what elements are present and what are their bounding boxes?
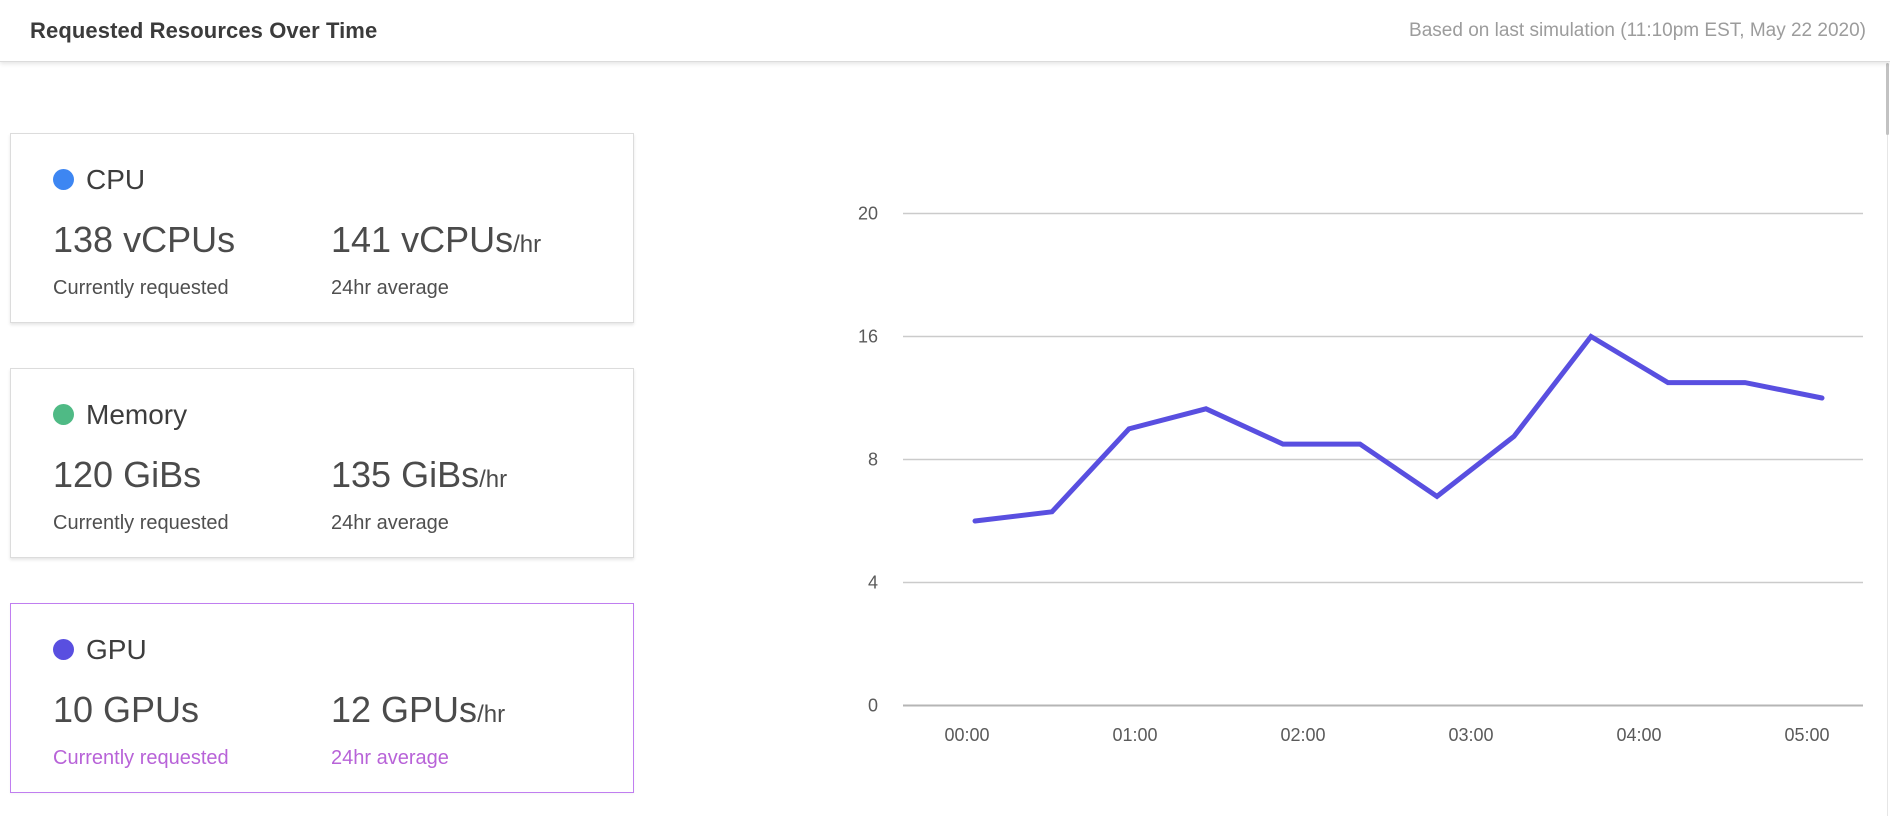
memory-average-value: 135 GiBs/hr: [331, 454, 508, 495]
card-cpu[interactable]: CPU 138 vCPUs Currently requested 141 vC…: [10, 133, 634, 323]
last-simulation-note: Based on last simulation (11:10pm EST, M…: [1409, 19, 1866, 41]
y-axis-tick-label: 8: [868, 450, 878, 470]
gpu-average-stat: 12 GPUs/hr 24hr average: [331, 689, 609, 770]
scrollbar-thumb[interactable]: [1886, 63, 1889, 135]
y-axis-tick-label: 20: [858, 204, 878, 224]
scrollbar-track[interactable]: [1887, 63, 1888, 816]
memory-average-stat: 135 GiBs/hr 24hr average: [331, 454, 609, 535]
memory-current-value: 120 GiBs: [53, 454, 202, 495]
header: Requested Resources Over Time Based on l…: [0, 0, 1890, 62]
x-axis-tick-label: 00:00: [944, 725, 989, 745]
gpu-current-label: Currently requested: [53, 747, 229, 769]
cpu-average-value: 141 vCPUs/hr: [331, 219, 542, 260]
memory-average-label: 24hr average: [331, 512, 449, 534]
gpu-usage-line: [972, 333, 1825, 524]
y-axis-tick-label: 0: [868, 696, 878, 716]
gpu-average-value: 12 GPUs/hr: [331, 689, 506, 730]
cpu-dot-icon: [53, 169, 74, 190]
gpu-average-label: 24hr average: [331, 747, 449, 769]
card-memory[interactable]: Memory 120 GiBs Currently requested 135 …: [10, 368, 634, 558]
x-axis-tick-label: 03:00: [1448, 725, 1493, 745]
memory-card-name: Memory: [86, 398, 188, 430]
gpu-current-value: 10 GPUs: [53, 689, 200, 730]
memory-card-title-row: Memory: [53, 398, 633, 430]
memory-current-stat: 120 GiBs Currently requested: [53, 454, 331, 535]
cpu-average-stat: 141 vCPUs/hr 24hr average: [331, 219, 609, 300]
memory-card-stats: 120 GiBs Currently requested 135 GiBs/hr…: [53, 454, 633, 535]
cpu-current-stat: 138 vCPUs Currently requested: [53, 219, 331, 300]
cpu-card-name: CPU: [86, 163, 146, 195]
gpu-card-title-row: GPU: [53, 633, 633, 665]
cpu-card-stats: 138 vCPUs Currently requested 141 vCPUs/…: [53, 219, 633, 300]
memory-current-label: Currently requested: [53, 512, 229, 534]
cpu-card-title-row: CPU: [53, 163, 633, 195]
gpu-dot-icon: [53, 639, 74, 660]
y-axis-tick-label: 4: [868, 573, 878, 593]
gpu-card-stats: 10 GPUs Currently requested 12 GPUs/hr 2…: [53, 689, 633, 770]
card-gpu[interactable]: GPU 10 GPUs Currently requested 12 GPUs/…: [10, 603, 634, 793]
page-title: Requested Resources Over Time: [30, 17, 378, 43]
y-axis-tick-label: 16: [858, 327, 878, 347]
cpu-current-value: 138 vCPUs: [53, 219, 236, 260]
memory-dot-icon: [53, 404, 74, 425]
x-axis-tick-label: 02:00: [1280, 725, 1325, 745]
cpu-current-label: Currently requested: [53, 277, 229, 299]
gpu-card-name: GPU: [86, 633, 147, 665]
x-axis-tick-label: 04:00: [1616, 725, 1661, 745]
gpu-current-stat: 10 GPUs Currently requested: [53, 689, 331, 770]
x-axis-tick-label: 05:00: [1784, 725, 1829, 745]
x-axis-tick-label: 01:00: [1112, 725, 1157, 745]
cpu-average-label: 24hr average: [331, 277, 449, 299]
